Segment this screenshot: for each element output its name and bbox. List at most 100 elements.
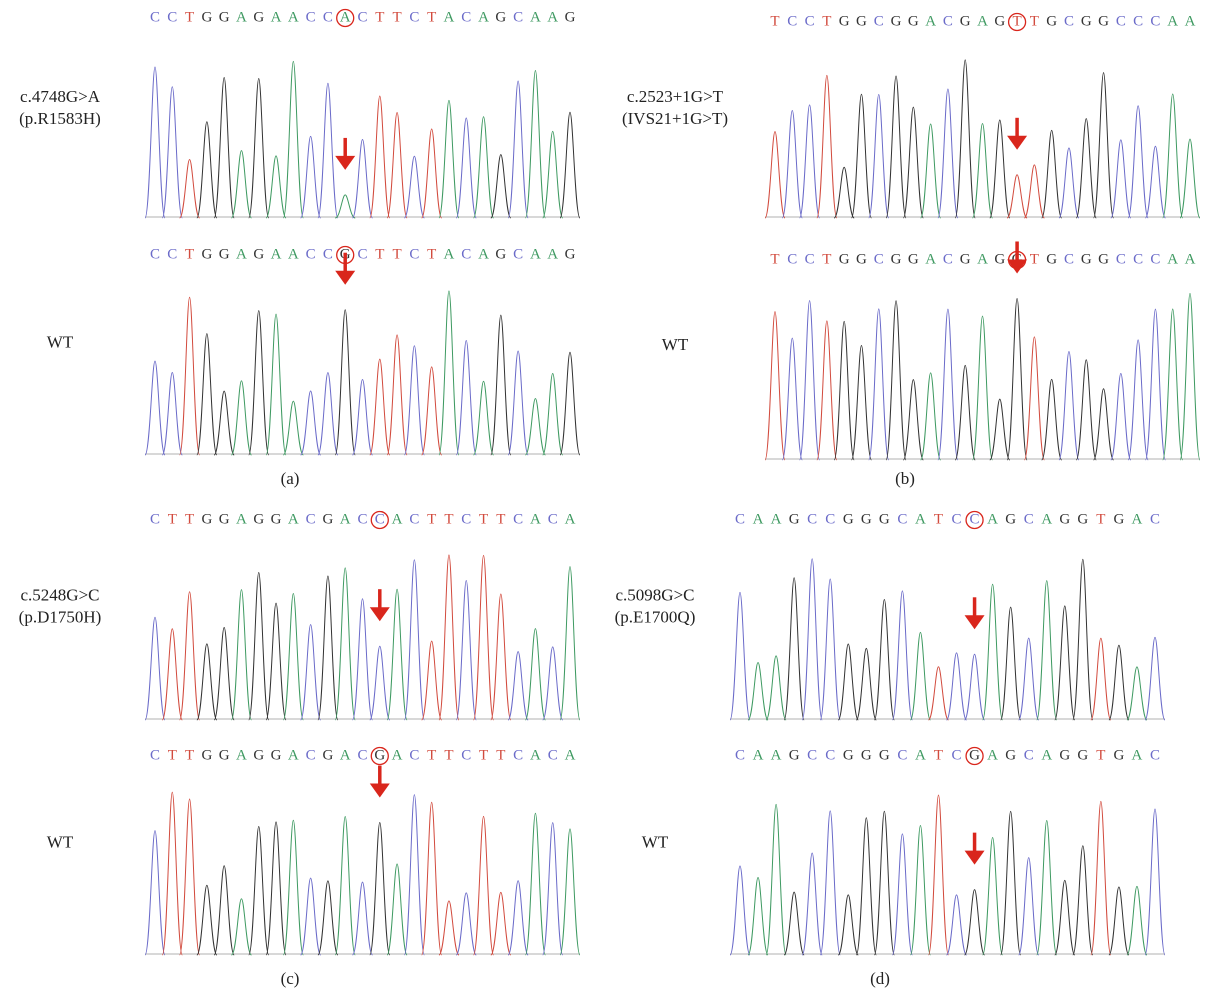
base-letter: G [969,747,980,763]
base-letter: C [167,9,177,25]
base-letter: G [839,13,850,29]
trace-peak [266,156,286,218]
base-letter: C [874,251,884,267]
base-letter: G [1113,747,1124,763]
base-letter: G [960,13,971,29]
trace-peak [404,156,424,218]
base-letter: T [479,511,488,527]
trace-peak [180,297,200,455]
base-letter: C [306,246,316,262]
base-letter: C [874,13,884,29]
base-letter: A [236,747,247,763]
base-letter: G [1098,251,1109,267]
trace-peak [1073,846,1093,955]
trace-peak [353,379,373,455]
base-letter: G [253,246,264,262]
base-letter: A [340,9,351,25]
trace-peak [266,314,286,455]
base-letter: C [375,511,385,527]
base-letter: C [897,747,907,763]
base-letter: C [825,747,835,763]
base-letter: A [753,747,764,763]
trace-peak [283,593,303,720]
trace-peak [800,105,820,218]
trace-peak [1127,886,1147,955]
base-letter: C [735,747,745,763]
trace-peak [1180,293,1200,460]
trace-peak [1145,146,1165,218]
chromatogram-track: WTCAAGCCGGGCATCGAGCAGGTGAC [642,747,1165,955]
base-letter: G [374,747,385,763]
base-letter: G [1081,251,1092,267]
base-letter: C [807,747,817,763]
base-letter: C [409,246,419,262]
base-letter: C [461,511,471,527]
trace-peak [387,112,407,218]
trace-peak [856,818,876,955]
trace-peak [851,346,871,460]
base-letter: C [409,511,419,527]
trace-peak [318,881,338,955]
trace-peak [886,76,906,218]
base-letter: A [271,246,282,262]
trace-peak [947,653,967,720]
trace-peak [955,365,975,460]
base-letter: G [908,251,919,267]
base-letter: C [1024,511,1034,527]
base-letter: T [934,511,943,527]
base-letter: G [271,747,282,763]
trace-peak [903,107,923,218]
panel-caption: (a) [281,469,300,488]
trace-peak [543,823,563,955]
base-letter: A [530,747,541,763]
base-letter: G [1098,13,1109,29]
figure: (a)c.4748G>A(p.R1583H)CCTGGAGAACCACTTCTA… [0,0,1209,994]
base-letter: G [1059,747,1070,763]
trace-peak [353,599,373,720]
base-letter: C [548,747,558,763]
trace-peak [162,372,182,455]
trace-peak [1019,858,1039,955]
base-letter: A [925,251,936,267]
base-letter: T [1030,13,1039,29]
base-letter: C [357,747,367,763]
trace-peak [283,820,303,955]
base-letter: T [770,13,779,29]
base-letter: G [495,246,506,262]
trace-peak [1037,581,1057,720]
base-letter: A [987,747,998,763]
trace-peak [214,628,234,720]
trace-peak [973,316,993,460]
trace-peak [928,667,948,720]
trace-peak [765,312,785,460]
trace-peak [525,629,545,720]
base-letter: T [392,9,401,25]
trace-peak [508,81,528,218]
trace-peak [834,321,854,460]
trace-peak [730,592,750,720]
trace-peak [335,568,355,720]
trace-peak [910,632,930,720]
base-letter: C [825,511,835,527]
base-letter: A [478,246,489,262]
trace-peak [301,391,321,455]
base-letter: G [201,9,212,25]
chromatogram-track: c.5248G>C(p.D1750H)CTTGGAGGACGACCACTTCTT… [19,511,580,720]
variant-label: c.5098G>C [616,585,695,604]
trace-peak [249,311,269,455]
base-letter: A [987,511,998,527]
base-letter: A [392,511,403,527]
trace-peak [1024,165,1044,218]
trace-peak [197,334,217,455]
trace-peak [214,77,234,218]
trace-peak [387,589,407,720]
trace-peak [491,892,511,955]
base-letter: A [288,511,299,527]
trace-peak [474,816,494,955]
trace-peak [1128,106,1148,218]
trace-peak [145,67,165,218]
base-letter: G [843,747,854,763]
base-letter: A [530,9,541,25]
trace-peak [422,641,442,720]
